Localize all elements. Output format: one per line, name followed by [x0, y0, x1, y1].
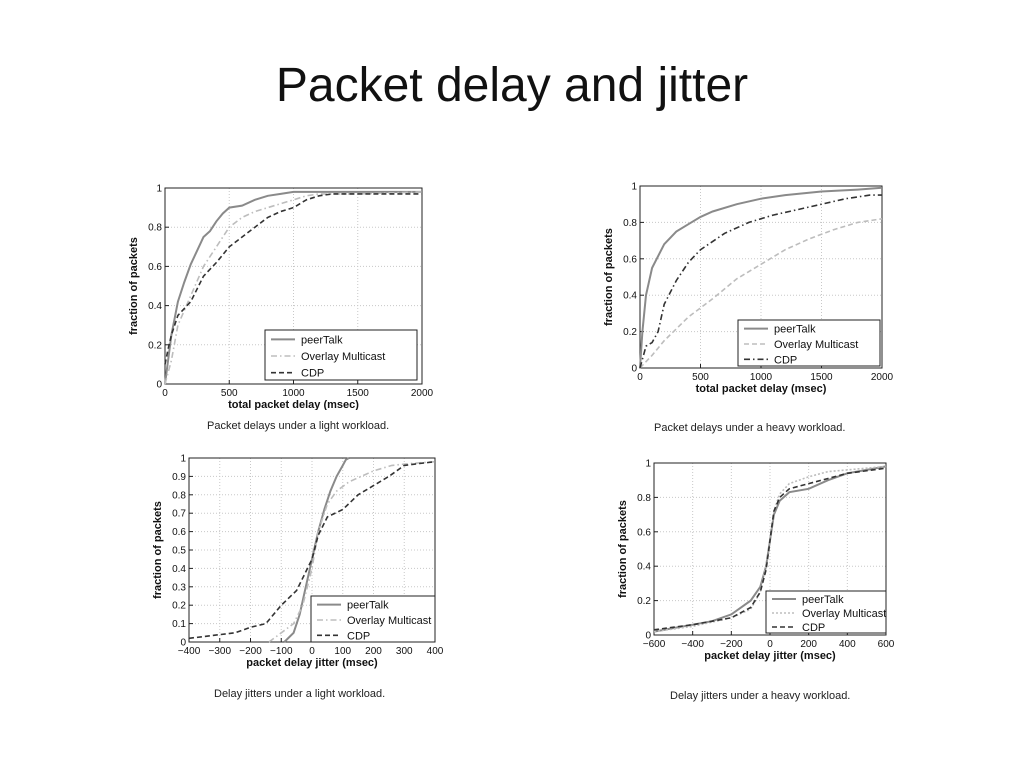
- y-tick-label: 1: [156, 184, 162, 195]
- legend-entry: peerTalk: [774, 324, 816, 336]
- caption-heavy-delay: Packet delays under a heavy workload.: [654, 422, 846, 434]
- series-line-cdp: [653, 467, 887, 631]
- y-tick-label: 0.8: [148, 223, 162, 234]
- x-tick-label: −400: [178, 646, 201, 657]
- y-tick-label: 0.8: [172, 490, 186, 501]
- x-axis-label: packet delay jitter (msec): [246, 657, 378, 669]
- y-tick-label: 0.8: [623, 218, 637, 229]
- y-axis-label: fraction of packets: [152, 501, 164, 599]
- legend-entry: Overlay Multicast: [774, 339, 858, 351]
- chart-heavy-delay: 0 500 1000 1500 2000 0 0.2 0.4 0.6 0.8 1 total pack…: [603, 182, 894, 396]
- series-line-cdp: [188, 460, 436, 640]
- y-axis-label: fraction of packets: [603, 228, 615, 326]
- caption-light-jitter: Delay jitters under a light workload.: [214, 688, 386, 700]
- y-tick-label: 0.6: [623, 254, 637, 265]
- y-tick-label: 0.2: [637, 596, 651, 607]
- legend-entry: peerTalk: [802, 594, 844, 606]
- x-tick-label: 500: [692, 372, 709, 383]
- legend-entry: Overlay Multicast: [347, 615, 431, 627]
- x-tick-label: 400: [839, 639, 856, 650]
- x-tick-label: 300: [396, 646, 413, 657]
- x-axis-label: total packet delay (msec): [696, 383, 827, 395]
- x-tick-label: 500: [221, 388, 238, 399]
- chart-light-delay: 0 500 1000 1500 2000 0 0.2 0.4 0.6 0.8 1 total pack…: [128, 184, 434, 411]
- x-axis-label: total packet delay (msec): [228, 399, 359, 410]
- y-tick-label: 0.3: [172, 582, 186, 593]
- x-tick-label: 2000: [411, 388, 434, 399]
- chart-panel-heavy-delay: 0 500 1000 1500 2000 0 0.2 0.4 0.6 0.8 1 total pack…: [600, 176, 900, 398]
- y-tick-label: 1: [631, 182, 637, 193]
- caption-light-delay: Packet delays under a light workload.: [207, 420, 390, 432]
- legend-entry: CDP: [301, 368, 324, 380]
- y-axis-label: fraction of packets: [128, 237, 140, 335]
- x-tick-label: 600: [878, 639, 895, 650]
- legend-entry: peerTalk: [347, 600, 389, 612]
- x-tick-label: 1000: [750, 372, 773, 383]
- x-tick-label: 1500: [810, 372, 833, 383]
- legend-entry: CDP: [774, 354, 797, 366]
- x-tick-label: 1500: [347, 388, 370, 399]
- series-line-peertalk: [639, 186, 883, 369]
- x-tick-label: 2000: [871, 372, 894, 383]
- y-axis-label: fraction of packets: [618, 500, 629, 598]
- y-tick-label: 0.4: [623, 291, 637, 302]
- y-tick-label: 0.1: [172, 619, 186, 630]
- y-tick-label: 1: [645, 459, 651, 470]
- y-tick-label: 0.7: [172, 509, 186, 520]
- legend-entry: Overlay Multicast: [802, 608, 886, 620]
- y-tick-label: 0.4: [637, 562, 651, 573]
- y-tick-label: 0: [180, 638, 186, 649]
- x-tick-label: 0: [162, 388, 168, 399]
- x-tick-label: −600: [643, 639, 666, 650]
- x-tick-label: 200: [800, 639, 817, 650]
- y-tick-label: 0.6: [172, 527, 186, 538]
- legend-entry: CDP: [347, 630, 370, 642]
- y-tick-label: 0.2: [623, 327, 637, 338]
- y-tick-label: 0: [156, 380, 162, 391]
- series-line-overlay-multicast: [268, 460, 436, 643]
- chart-panel-light-delay: 0 500 1000 1500 2000 0 0.2 0.4 0.6 0.8 1 total pack…: [125, 178, 445, 411]
- y-tick-label: 0: [645, 631, 651, 642]
- x-tick-label: −100: [270, 646, 293, 657]
- x-tick-label: 0: [309, 646, 315, 657]
- legend-entry: Overlay Multicast: [301, 351, 385, 363]
- x-tick-label: 100: [334, 646, 351, 657]
- x-tick-label: 200: [365, 646, 382, 657]
- y-tick-label: 0.9: [172, 472, 186, 483]
- y-tick-label: 0.6: [637, 527, 651, 538]
- y-tick-label: 1: [180, 454, 186, 465]
- y-tick-label: 0: [631, 364, 637, 375]
- series-line-peertalk: [164, 190, 422, 385]
- legend-box: [737, 319, 881, 367]
- y-tick-label: 0.2: [148, 340, 162, 351]
- x-tick-label: −200: [239, 646, 262, 657]
- y-tick-label: 0.6: [148, 262, 162, 273]
- x-tick-label: 1000: [282, 388, 305, 399]
- series-line-overlay-multicast: [164, 191, 423, 385]
- x-tick-label: 0: [637, 372, 643, 383]
- legend-entry: peerTalk: [301, 334, 343, 346]
- legend-entry: CDP: [802, 622, 825, 634]
- x-tick-label: 400: [427, 646, 444, 657]
- y-tick-label: 0.5: [172, 546, 186, 557]
- y-tick-label: 0.4: [148, 301, 162, 312]
- chart-heavy-jitter: −600 −400 −200 0 200 400 600 0 0.2 0.4 0.6 0.8 1 pack…: [618, 459, 895, 663]
- series-line-cdp: [639, 194, 882, 369]
- y-tick-label: 0.8: [637, 493, 651, 504]
- y-tick-label: 0.4: [172, 564, 186, 575]
- x-axis-label: packet delay jitter (msec): [704, 650, 836, 662]
- x-tick-label: −400: [681, 639, 704, 650]
- series-line-cdp: [164, 193, 422, 365]
- y-tick-label: 0.2: [172, 601, 186, 612]
- chart-panel-heavy-jitter: −600 −400 −200 0 200 400 600 0 0.2 0.4 0.6 0.8 1 pack…: [618, 455, 908, 667]
- series-line-overlay-multicast: [639, 218, 883, 369]
- chart-light-jitter: −400 −300 −200 −100 0 100 200 300 400 0 0.1 0.2 0.3 0…: [152, 454, 444, 670]
- caption-heavy-jitter: Delay jitters under a heavy workload.: [670, 690, 851, 702]
- x-tick-label: −300: [208, 646, 231, 657]
- x-tick-label: 0: [767, 639, 773, 650]
- chart-panel-light-jitter: −400 −300 −200 −100 0 100 200 300 400 0 0.1 0.2 0.3 0…: [145, 450, 445, 672]
- slide-title: Packet delay and jitter: [275, 59, 749, 112]
- x-tick-label: −200: [720, 639, 743, 650]
